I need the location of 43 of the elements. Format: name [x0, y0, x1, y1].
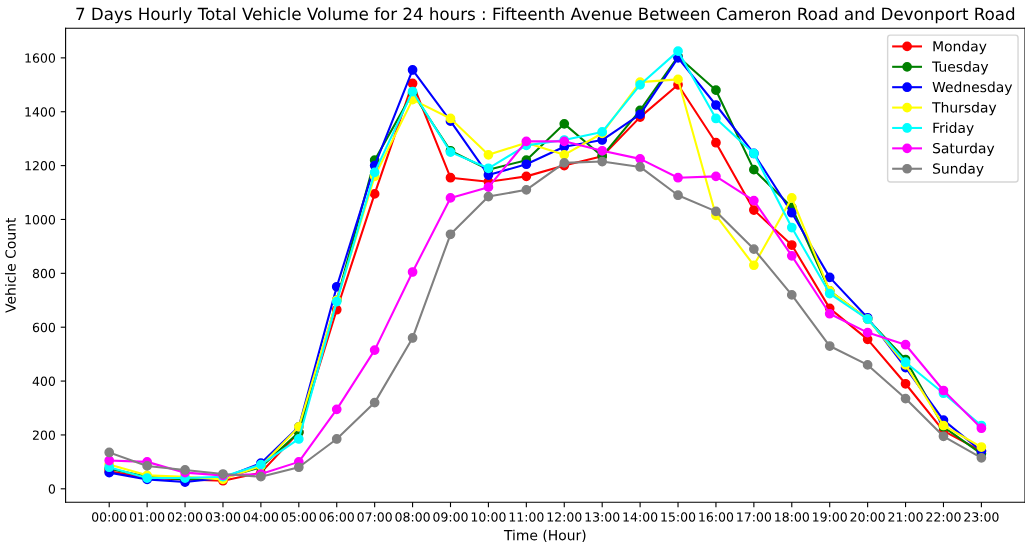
x-tick-label: 03:00: [205, 512, 241, 522]
x-tick-label: 14:00: [623, 512, 658, 522]
x-tick-label: 21:00: [888, 512, 923, 522]
x-tick-label: 18:00: [775, 512, 809, 522]
x-tick-label: 20:00: [850, 512, 885, 522]
x-tick-label: 15:00: [661, 512, 696, 522]
y-tick-label: 1200: [25, 161, 56, 171]
y-tick-label: 0: [48, 484, 56, 494]
x-tick-label: 13:00: [585, 512, 620, 522]
x-tick-label: 12:00: [547, 512, 582, 522]
x-axis-title: Time (Hour): [503, 529, 586, 543]
legend-label: Thursday: [932, 101, 997, 116]
x-tick-label: 09:00: [433, 512, 468, 522]
x-tick-label: 00:00: [92, 512, 127, 522]
x-tick-label: 04:00: [243, 512, 279, 522]
y-axis-title: Vehicle Count: [5, 217, 16, 313]
x-tick-label: 23:00: [964, 512, 999, 522]
y-tick-label: 1400: [25, 107, 56, 117]
legend-label: Friday: [933, 122, 974, 136]
chart-title: 7 Days Hourly Total Vehicle Volume for 24 hours : Fifteenth Avenue Between Cameron Road and Devonport Road: [76, 7, 1015, 24]
x-tick-label: 02:00: [167, 512, 203, 522]
y-tick-label: 1600: [25, 53, 56, 63]
y-tick-label: 800: [32, 268, 56, 279]
y-tick-label: 400: [32, 376, 56, 386]
x-tick-label: 05:00: [281, 512, 316, 522]
x-tick-label: 07:00: [357, 512, 392, 522]
y-tick-label: 1000: [25, 214, 56, 225]
x-tick-label: 11:00: [509, 512, 544, 522]
legend-label: Wednesday: [932, 81, 1013, 95]
x-tick-label: 16:00: [699, 512, 734, 522]
x-tick-label: 01:00: [129, 512, 165, 522]
legend-label: Monday: [933, 40, 987, 55]
x-tick-label: 06:00: [319, 512, 354, 522]
legend-label: Sunday: [933, 163, 984, 177]
y-tick-label: 200: [32, 430, 56, 440]
y-tick-label: 600: [32, 322, 56, 333]
x-tick-label: 22:00: [926, 512, 961, 522]
legend-label: Saturday: [933, 142, 995, 157]
x-tick-label: 19:00: [813, 512, 847, 522]
x-tick-label: 08:00: [395, 512, 430, 522]
x-tick-label: 10:00: [471, 512, 506, 522]
x-tick-label: 17:00: [737, 512, 772, 522]
legend-label: Tuesday: [932, 61, 989, 75]
